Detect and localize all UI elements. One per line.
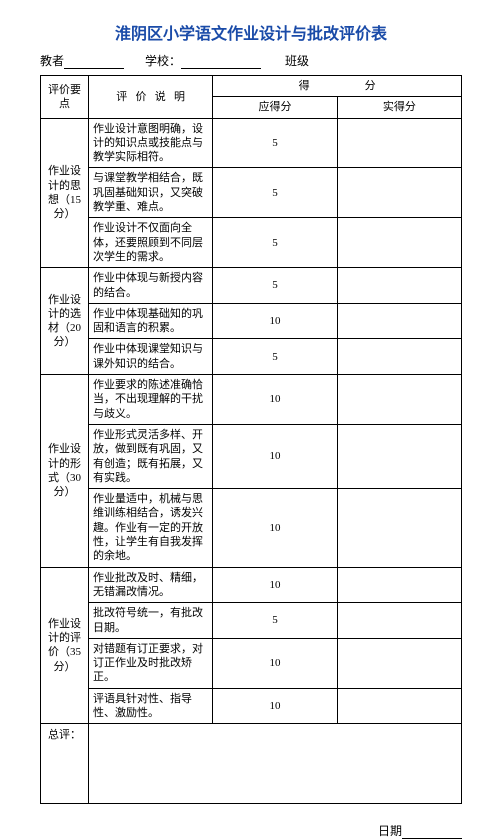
table-row: 作业形式灵活多样、开放，做到既有巩固，又有创造；既有拓展，又有实践。 (89, 424, 213, 488)
actual-score (337, 339, 461, 375)
school-label: 学校： (145, 52, 181, 69)
hdr-desc-ch: 评 (116, 91, 127, 103)
table-row: 批改符号统一，有批改日期。 (89, 603, 213, 639)
should-score: 5 (213, 168, 337, 218)
footer: 日期 (40, 822, 462, 839)
table-row: 与课堂教学相结合，既巩固基础知识，又突破教学重、难点。 (89, 168, 213, 218)
actual-score (337, 489, 461, 567)
hdr-desc-ch: 明 (174, 91, 185, 103)
should-score: 10 (213, 375, 337, 425)
table-row: 作业中体现基础知的巩固和语言的积累。 (89, 303, 213, 339)
actual-score (337, 118, 461, 168)
should-score: 10 (213, 638, 337, 688)
table-row: 作业要求的陈述准确恰当，不出现理解的干扰与歧义。 (89, 375, 213, 425)
should-score: 10 (213, 567, 337, 603)
actual-score (337, 567, 461, 603)
header-line: 教者 学校： 班级 (40, 52, 462, 69)
table-row: 作业设计不仅面向全体，还要照顾到不同层次学生的需求。 (89, 218, 213, 268)
table-row: 作业量适中，机械与思维训练相结合，诱发兴趣。作业有一定的开放性，让学生有自我发挥… (89, 489, 213, 567)
should-score: 10 (213, 303, 337, 339)
school-blank (181, 55, 261, 69)
should-score: 5 (213, 218, 337, 268)
summary-label: 总评： (41, 724, 89, 804)
should-score: 5 (213, 603, 337, 639)
should-score: 10 (213, 688, 337, 724)
section-2-name: 作业设计的形式（30分） (41, 375, 89, 568)
actual-score (337, 424, 461, 488)
actual-score (337, 638, 461, 688)
teacher-blank (64, 55, 124, 69)
section-1-name: 作业设计的选材（20分） (41, 268, 89, 375)
should-score: 10 (213, 489, 337, 567)
should-score: 5 (213, 339, 337, 375)
teacher-label: 教者 (40, 52, 64, 69)
actual-score (337, 688, 461, 724)
evaluation-table: 评价要点 评 价 说 明 得 分 应得分 实得分 作业设计的思想（15分） 作业… (40, 75, 462, 804)
should-score: 5 (213, 268, 337, 304)
hdr-desc: 评 价 说 明 (89, 76, 213, 119)
section-3-name: 作业设计的评价（35分） (41, 567, 89, 724)
actual-score (337, 168, 461, 218)
table-row: 作业设计意图明确，设计的知识点或技能点与教学实际相符。 (89, 118, 213, 168)
date-blank (402, 825, 462, 839)
hdr-score-group: 得 分 (213, 76, 462, 97)
section-0-name: 作业设计的思想（15分） (41, 118, 89, 268)
actual-score (337, 603, 461, 639)
hdr-category: 评价要点 (41, 76, 89, 119)
table-row: 作业批改及时、精细，无错漏改情况。 (89, 567, 213, 603)
table-row: 评语具针对性、指导性、激励性。 (89, 688, 213, 724)
should-score: 5 (213, 118, 337, 168)
date-label: 日期 (378, 824, 402, 838)
table-row: 作业中体现课堂知识与课外知识的结合。 (89, 339, 213, 375)
actual-score (337, 303, 461, 339)
hdr-desc-ch: 价 (136, 91, 147, 103)
actual-score (337, 375, 461, 425)
table-row: 作业中体现与新授内容的结合。 (89, 268, 213, 304)
hdr-should-score: 应得分 (213, 97, 337, 118)
summary-cell (89, 724, 462, 804)
hdr-actual-score: 实得分 (337, 97, 461, 118)
actual-score (337, 218, 461, 268)
class-label: 班级 (285, 52, 309, 69)
actual-score (337, 268, 461, 304)
hdr-desc-ch: 说 (155, 91, 166, 103)
table-row: 对错题有订正要求，对订正作业及时批改矫正。 (89, 638, 213, 688)
should-score: 10 (213, 424, 337, 488)
page-title: 淮阴区小学语文作业设计与批改评价表 (40, 20, 462, 44)
